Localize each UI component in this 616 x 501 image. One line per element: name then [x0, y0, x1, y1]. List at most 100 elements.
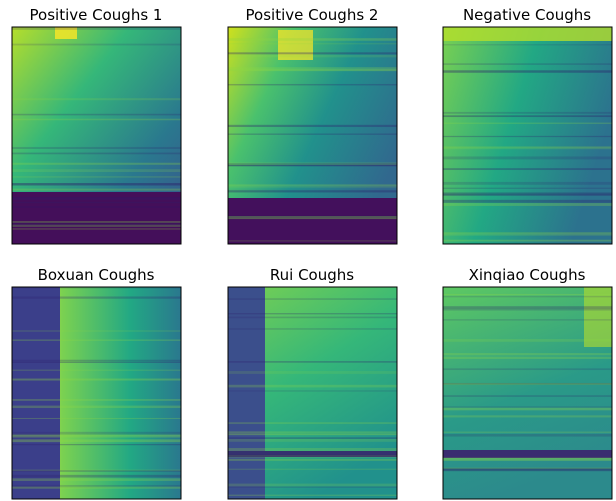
- texture: [443, 192, 612, 195]
- texture: [12, 469, 181, 472]
- texture: [12, 484, 181, 488]
- texture: [12, 183, 181, 186]
- texture: [443, 122, 612, 124]
- texture: [443, 187, 612, 189]
- panel-title: Positive Coughs 2: [246, 6, 379, 24]
- dark-band: [12, 287, 60, 499]
- spectrogram: [442, 286, 613, 500]
- texture: [228, 190, 397, 193]
- texture: [228, 361, 397, 363]
- low-band: [228, 198, 397, 244]
- panel-title: Rui Coughs: [270, 266, 354, 284]
- texture: [443, 467, 612, 469]
- texture: [12, 474, 181, 478]
- texture: [443, 111, 612, 114]
- texture: [228, 54, 397, 58]
- texture: [443, 382, 612, 385]
- texture: [228, 52, 397, 55]
- texture: [228, 240, 397, 242]
- texture: [443, 115, 612, 118]
- texture: [443, 395, 612, 397]
- texture: [228, 316, 397, 319]
- texture: [12, 98, 181, 101]
- texture: [228, 328, 397, 330]
- texture: [12, 27, 181, 30]
- texture: [12, 378, 181, 381]
- texture: [443, 319, 612, 321]
- texture: [443, 203, 612, 206]
- texture: [443, 431, 612, 434]
- texture: [228, 216, 397, 219]
- texture: [228, 422, 397, 425]
- texture: [228, 455, 397, 457]
- texture: [12, 359, 181, 362]
- texture: [12, 228, 181, 230]
- texture: [443, 239, 612, 242]
- texture: [228, 313, 397, 315]
- texture: [228, 133, 397, 135]
- texture: [228, 433, 397, 436]
- panel-frame: [11, 286, 182, 500]
- dark-band: [228, 287, 265, 499]
- texture: [228, 38, 397, 41]
- texture: [228, 438, 397, 442]
- texture: [12, 183, 181, 186]
- low-band: [12, 192, 181, 244]
- texture: [228, 390, 397, 392]
- texture: [443, 181, 612, 185]
- texture: [12, 162, 181, 165]
- texture: [12, 330, 181, 332]
- texture: [12, 439, 181, 443]
- texture: [443, 433, 612, 437]
- panel-frame: [442, 286, 613, 500]
- texture: [12, 470, 181, 472]
- texture: [443, 383, 612, 385]
- texture: [12, 224, 181, 227]
- texture: [12, 433, 181, 437]
- texture: [443, 415, 612, 418]
- panel-title: Positive Coughs 1: [30, 6, 163, 24]
- texture: [443, 44, 612, 46]
- texture: [228, 162, 397, 166]
- texture: [443, 147, 612, 150]
- texture: [443, 339, 612, 342]
- texture: [12, 478, 181, 481]
- panel-title: Boxuan Coughs: [38, 266, 155, 284]
- panel-title: Negative Coughs: [463, 6, 591, 24]
- texture: [443, 70, 612, 73]
- texture: [228, 185, 397, 188]
- spectrogram: [227, 286, 398, 500]
- texture: [443, 135, 612, 138]
- texture: [12, 417, 181, 419]
- texture: [228, 454, 397, 457]
- dark-line: [228, 451, 397, 457]
- texture: [12, 176, 181, 178]
- spectrogram: [227, 26, 398, 245]
- spectrogram: [11, 26, 182, 245]
- spectrogram-base: [443, 287, 612, 499]
- texture: [12, 220, 181, 223]
- texture: [443, 232, 612, 234]
- texture: [443, 407, 612, 411]
- texture: [228, 184, 397, 186]
- texture: [12, 43, 181, 46]
- texture: [443, 193, 612, 196]
- texture: [12, 201, 181, 204]
- highlight: [443, 27, 612, 41]
- texture: [443, 457, 612, 460]
- texture: [12, 222, 181, 225]
- texture: [12, 296, 181, 299]
- highlight: [278, 30, 313, 60]
- texture: [443, 156, 612, 160]
- spectrogram: [11, 286, 182, 500]
- texture: [12, 221, 181, 223]
- texture: [228, 298, 397, 300]
- texture: [443, 63, 612, 65]
- texture: [443, 353, 612, 356]
- texture: [12, 224, 181, 228]
- texture: [228, 483, 397, 487]
- texture: [12, 435, 181, 438]
- texture: [228, 486, 397, 488]
- texture: [443, 293, 612, 296]
